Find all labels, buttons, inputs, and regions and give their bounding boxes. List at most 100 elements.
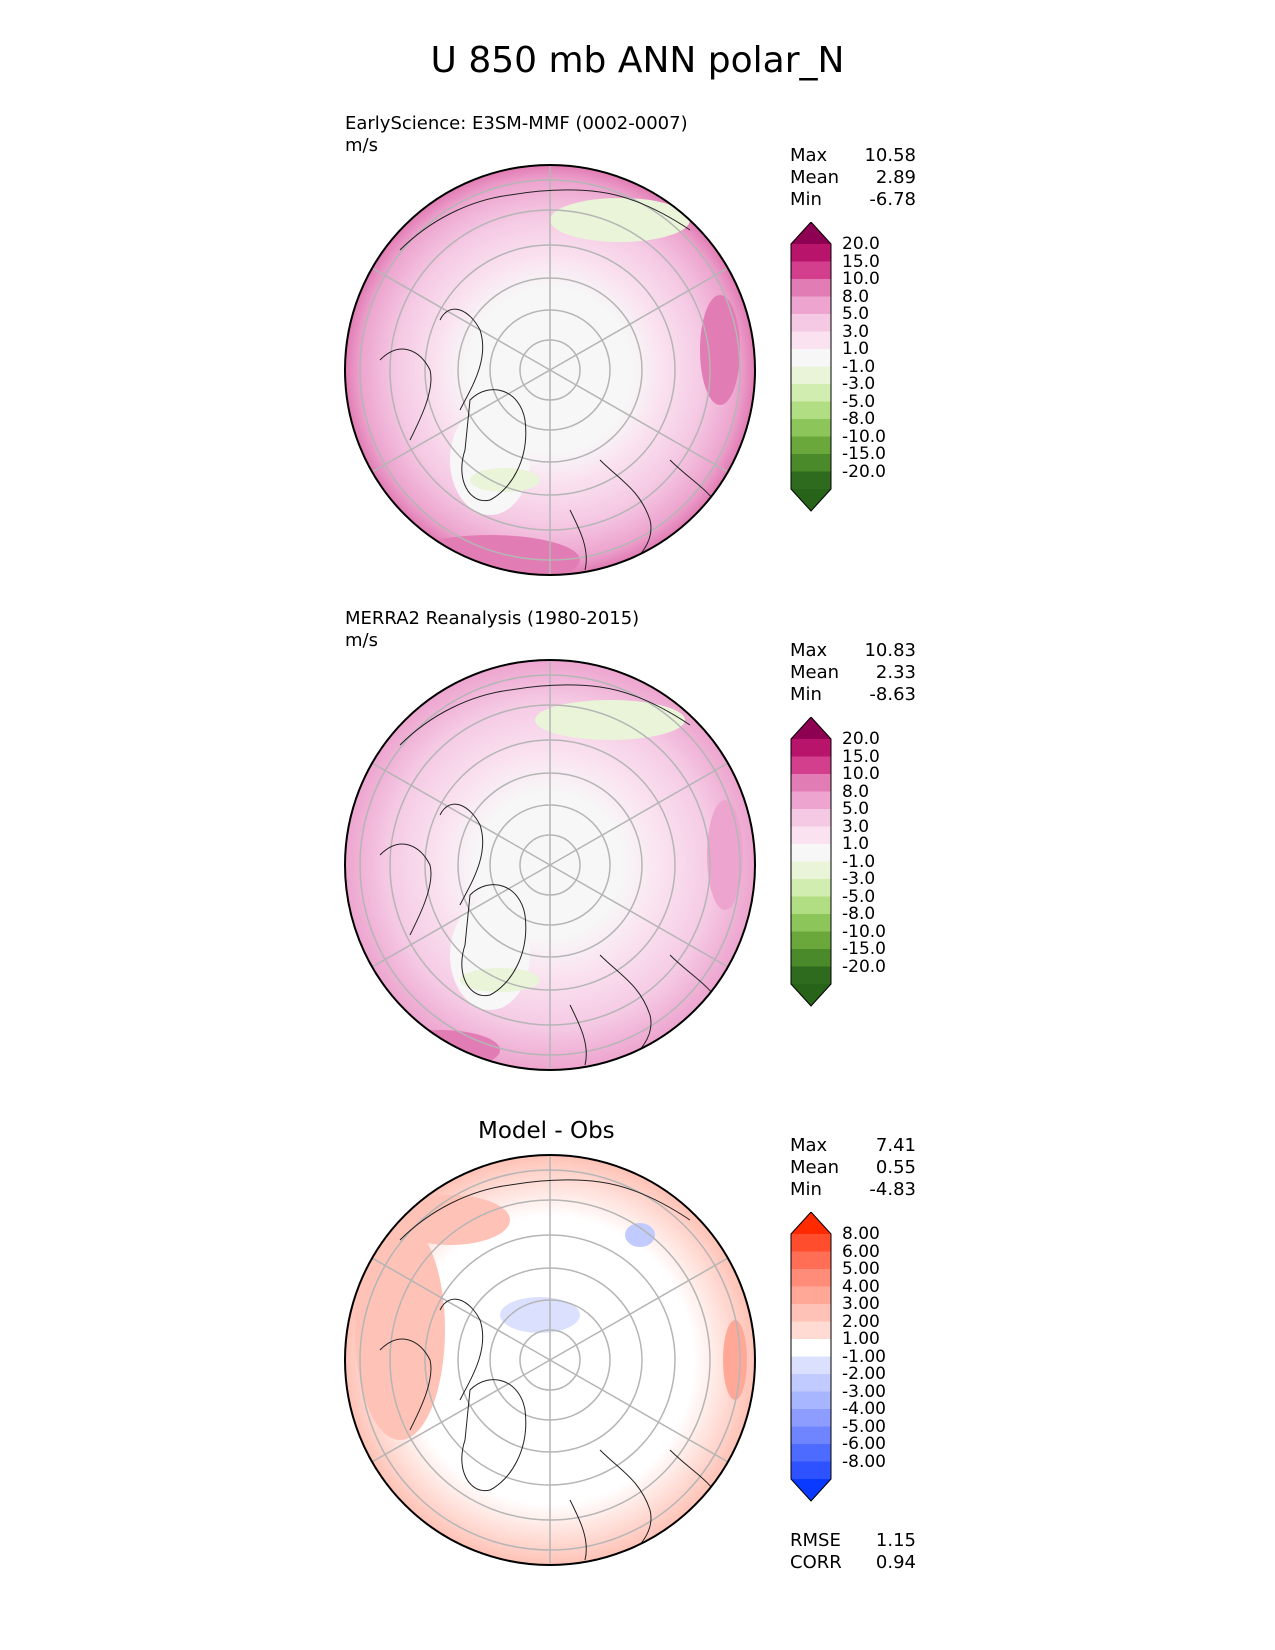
colorbar-segment: [791, 931, 831, 950]
colorbar-tick-label: 8.0: [842, 781, 870, 802]
panel-1-title: EarlyScience: E3SM-MMF (0002-0007): [345, 113, 688, 134]
panel-3-metric-corr: CORR 0.94: [790, 1552, 916, 1574]
stat-label: Mean: [790, 662, 840, 683]
panel-2-pacific-jet: [707, 800, 743, 910]
stat-label: Min: [790, 189, 822, 210]
stat-label: Mean: [790, 167, 840, 188]
colorbar-segment: [791, 1356, 831, 1375]
panel-1-colorbar: [790, 222, 832, 512]
stat-value: 10.83: [864, 640, 916, 661]
stat-label: Max: [790, 640, 828, 661]
panel-1-greenland-easterly: [470, 468, 540, 492]
colorbar-tick-label: 20.0: [842, 729, 880, 749]
panel-3-stat-min: Min -4.83: [790, 1179, 916, 1201]
metric-value: 0.94: [875, 1552, 916, 1573]
panel-1-stats: Max 10.58 Mean 2.89 Min -6.78: [790, 145, 916, 211]
colorbar-extend-min: [791, 489, 831, 511]
colorbar-outline: [790, 717, 832, 1007]
panel-1-stat-max: Max 10.58: [790, 145, 916, 167]
colorbar-segment: [791, 244, 831, 262]
colorbar-segment: [791, 401, 831, 420]
stat-value: -8.63: [869, 684, 916, 705]
stat-value: -4.83: [869, 1179, 916, 1200]
stat-label: Max: [790, 1135, 828, 1156]
colorbar-segment: [791, 791, 831, 810]
colorbar-tick-label: -3.0: [842, 374, 876, 394]
stat-value: -6.78: [869, 189, 916, 210]
colorbar-segment: [791, 1234, 831, 1252]
stat-value: 2.89: [875, 167, 916, 188]
stat-label: Max: [790, 145, 828, 166]
panel-2-stat-min: Min -8.63: [790, 684, 916, 706]
colorbar-tick-label: -1.00: [842, 1346, 886, 1367]
colorbar-segment: [791, 349, 831, 367]
panel-3-positive-bias-west: [355, 1220, 445, 1440]
colorbar-outline: [790, 1212, 832, 1502]
colorbar-tick-label: -8.00: [842, 1451, 886, 1472]
panel-1-stat-mean: Mean 2.89: [790, 167, 916, 189]
colorbar-segment: [791, 1426, 831, 1445]
colorbar-segment: [791, 1391, 831, 1410]
panel-2-stat-max: Max 10.83: [790, 640, 916, 662]
colorbar-tick-label: -4.00: [842, 1399, 886, 1419]
panel-3-metrics: RMSE 1.15 CORR 0.94: [790, 1530, 916, 1574]
panel-1-pacific-jet: [700, 295, 740, 405]
colorbar-tick-label: -3.0: [842, 869, 876, 889]
colorbar-segment: [791, 419, 831, 437]
panel-3-stat-max: Max 7.41: [790, 1135, 916, 1157]
colorbar-segment: [791, 826, 831, 845]
panel-2-easterly-region: [535, 700, 685, 740]
colorbar-segment: [791, 296, 831, 315]
colorbar-segment: [791, 844, 831, 862]
panel-1-stat-min: Min -6.78: [790, 189, 916, 211]
colorbar-tick-label: 10.0: [842, 269, 880, 289]
colorbar-segment: [791, 331, 831, 350]
colorbar-tick-label: 1.0: [842, 339, 870, 359]
colorbar-tick-label: -15.0: [842, 939, 886, 959]
colorbar-segment: [791, 1374, 831, 1392]
panel-3-colorbar: [790, 1212, 832, 1502]
colorbar-segment: [791, 261, 831, 280]
colorbar-tick-label: -1.0: [842, 851, 876, 872]
colorbar-extend-min: [791, 984, 831, 1006]
colorbar-segment: [791, 1286, 831, 1305]
figure-title: U 850 mb ANN polar_N: [430, 40, 845, 81]
colorbar-tick-label: -20.0: [842, 956, 886, 977]
colorbar-extend-min: [791, 1479, 831, 1501]
colorbar-segment: [791, 384, 831, 402]
colorbar-segment: [791, 1251, 831, 1270]
panel-2-stats: Max 10.83 Mean 2.33 Min -8.63: [790, 640, 916, 706]
panel-2-units: m/s: [345, 630, 378, 651]
colorbar-tick-label: -10.0: [842, 426, 886, 447]
colorbar-tick-label: 10.0: [842, 764, 880, 784]
colorbar-tick-label: 3.0: [842, 321, 870, 342]
colorbar-segment: [791, 1444, 831, 1462]
colorbar-segment: [791, 756, 831, 775]
colorbar-tick-label: -5.0: [842, 886, 876, 907]
stat-label: Min: [790, 1179, 822, 1200]
colorbar-tick-label: 15.0: [842, 746, 880, 767]
colorbar-segment: [791, 279, 831, 297]
panel-1-graticule: [359, 165, 741, 575]
colorbar-segment: [791, 896, 831, 915]
colorbar-tick-label: -8.0: [842, 904, 876, 924]
colorbar-segment: [791, 879, 831, 897]
colorbar-tick-label: -5.0: [842, 391, 876, 412]
colorbar-segment: [791, 739, 831, 757]
colorbar-segment: [791, 774, 831, 792]
colorbar-tick-label: -15.0: [842, 444, 886, 464]
colorbar-segment: [791, 1269, 831, 1287]
colorbar-segment: [791, 314, 831, 332]
panel-3-positive-bias-east: [723, 1320, 747, 1400]
colorbar-tick-label: -1.0: [842, 356, 876, 377]
stat-value: 0.55: [875, 1157, 916, 1178]
colorbar-tick-label: 6.00: [842, 1241, 880, 1262]
colorbar-tick-label: 3.0: [842, 816, 870, 837]
stat-value: 2.33: [875, 662, 916, 683]
metric-label: RMSE: [790, 1530, 841, 1551]
colorbar-tick-label: -6.00: [842, 1434, 886, 1454]
colorbar-tick-label: -2.00: [842, 1364, 886, 1384]
colorbar-tick-label: 1.0: [842, 834, 870, 854]
panel-3-negative-bias-center: [500, 1297, 580, 1333]
colorbar-extend-max: [791, 717, 831, 739]
